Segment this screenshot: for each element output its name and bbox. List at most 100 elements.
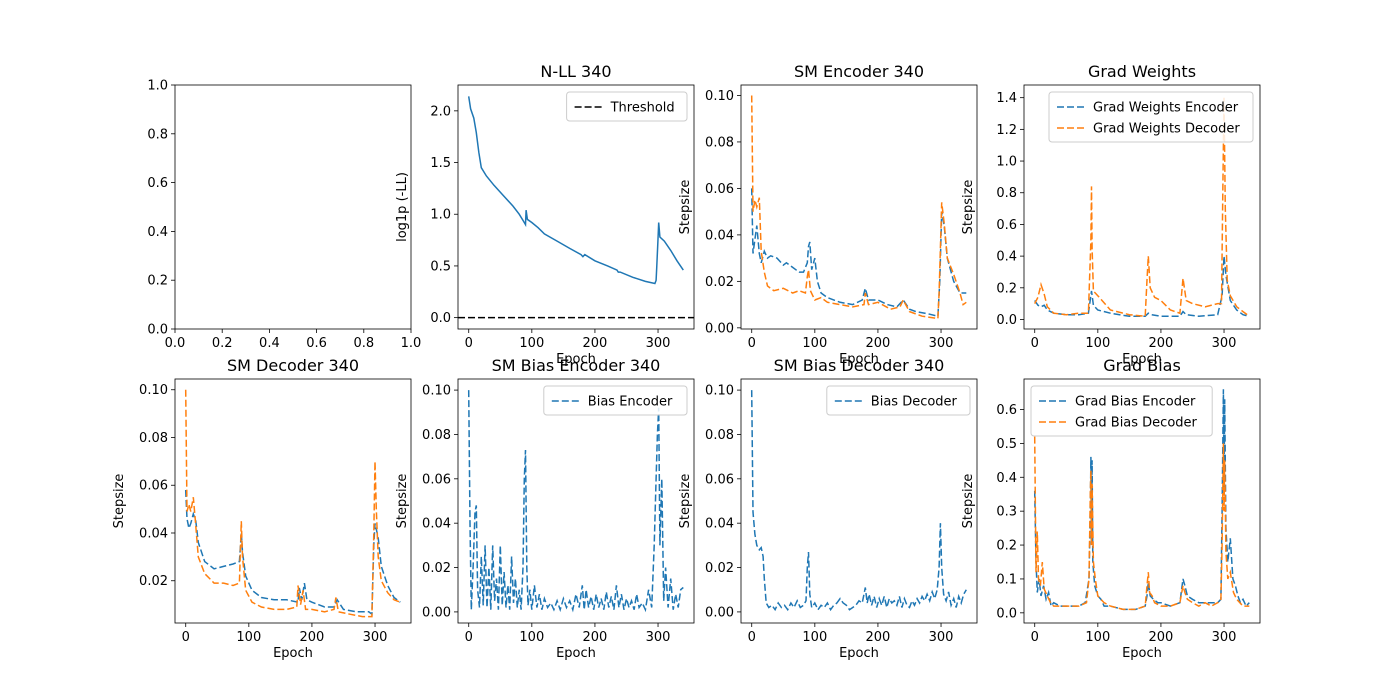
y-tick-label: 0.6	[996, 403, 1017, 418]
subplot-1: 0.0 0.2 0.4 0.6 0.8 1.0 0.0 0.2 0.4 0.6 0.8 1.0	[147, 79, 421, 352]
axes-frame	[457, 84, 695, 330]
y-tick-label: 0.0	[147, 323, 168, 338]
y-tick-label: 0.10	[139, 383, 168, 398]
y-tick-label: 0.3	[996, 505, 1017, 520]
x-axis-label: Epoch	[839, 646, 879, 661]
legend-box	[826, 385, 971, 416]
x-tick-label: 300	[1212, 630, 1237, 645]
y-tick-label: 0.04	[705, 517, 734, 532]
y-tick-label: 0.5	[430, 259, 451, 274]
legend-label: Grad Weights Decoder	[1093, 122, 1240, 137]
y-tick-label: 1.4	[996, 91, 1017, 106]
series-line-2	[1033, 436, 1250, 611]
x-tick-label: 0.0	[165, 336, 186, 351]
series-line-1	[1033, 389, 1250, 611]
y-tick-label: 1.0	[996, 155, 1017, 170]
legend-label: Grad Bias Encoder	[1075, 395, 1196, 410]
legend: Grad Weights Encoder Grad Weights Decoder	[1048, 91, 1254, 143]
series-line-1	[1034, 256, 1250, 318]
y-tick-label: 1.2	[996, 123, 1017, 138]
x-tick-label: 300	[929, 336, 954, 351]
series-line-2	[184, 389, 401, 618]
x-tick-label: 100	[519, 630, 544, 645]
y-axis-label: Stepsize	[112, 474, 127, 529]
subplot-8: 0 100 200 300 0.0 0.1 0.2 0.3 0.4 0.5 0.6 Grad Bias…	[961, 356, 1261, 661]
subplot-6: 0 100 200 300 0.00 0.02 0.04 0.06 0.08 0.10 SM Bia…	[395, 356, 695, 661]
y-tick-label: 0.10	[705, 384, 734, 399]
x-axis-label: Epoch	[556, 646, 596, 661]
x-tick-label: 300	[929, 630, 954, 645]
y-tick-label: 0.04	[705, 228, 734, 243]
x-tick-label: 0	[1031, 336, 1039, 351]
legend-label: Grad Weights Encoder	[1093, 101, 1239, 116]
subplot-title: N-LL 340	[540, 62, 611, 81]
x-tick-label: 300	[1212, 336, 1237, 351]
x-tick-label: 100	[236, 630, 261, 645]
series-line-1	[750, 390, 967, 612]
x-tick-label: 200	[1149, 336, 1174, 351]
x-axis-label: Epoch	[1122, 352, 1162, 367]
y-tick-label: 0.10	[422, 384, 451, 399]
y-tick-label: 0.02	[139, 574, 168, 589]
subplot-title: SM Bias Decoder 340	[774, 356, 945, 375]
x-tick-label: 200	[866, 630, 891, 645]
series-line-2	[750, 95, 967, 320]
axes-frame	[457, 378, 695, 624]
x-tick-label: 0	[1031, 630, 1039, 645]
y-tick-label: 0.0	[996, 313, 1017, 328]
legend-box	[543, 385, 688, 416]
x-tick-label: 200	[866, 336, 891, 351]
subplot-title: SM Bias Encoder 340	[492, 356, 661, 375]
y-tick-label: 0.02	[705, 561, 734, 576]
y-tick-label: 0.8	[996, 186, 1017, 201]
x-tick-label: 300	[646, 630, 671, 645]
y-tick-label: 0.04	[422, 517, 451, 532]
x-tick-label: 0.8	[353, 336, 374, 351]
y-tick-label: 0.4	[996, 250, 1017, 265]
x-tick-label: 200	[300, 630, 325, 645]
y-tick-label: 0.06	[705, 472, 734, 487]
subplot-3: 0 100 200 300 0.00 0.02 0.04 0.06 0.08 0.10 SM Enc…	[678, 62, 978, 367]
legend: Bias Encoder	[543, 385, 688, 416]
x-tick-label: 0	[465, 336, 473, 351]
x-tick-label: 0	[465, 630, 473, 645]
y-tick-label: 0.10	[705, 89, 734, 104]
x-tick-label: 0.4	[259, 336, 280, 351]
subplot-title: Grad Bias	[1103, 356, 1181, 375]
y-tick-label: 0.00	[422, 605, 451, 620]
subplot-7: 0 100 200 300 0.00 0.02 0.04 0.06 0.08 0.10 SM Bia…	[678, 356, 978, 661]
y-tick-label: 0.06	[139, 479, 168, 494]
y-tick-label: 0.02	[705, 275, 734, 290]
series-line-1	[184, 489, 401, 616]
series-line-1	[467, 390, 684, 613]
axes-frame	[740, 84, 978, 330]
axes-frame	[174, 84, 412, 330]
y-tick-label: 0.2	[996, 281, 1017, 296]
y-tick-label: 2.0	[430, 104, 451, 119]
axes-frame	[1023, 84, 1261, 330]
y-tick-label: 0.6	[996, 218, 1017, 233]
legend-label: Bias Encoder	[588, 395, 673, 410]
y-tick-label: 0.1	[996, 572, 1017, 587]
x-axis-label: Epoch	[839, 352, 879, 367]
y-axis-label: Stepsize	[961, 180, 976, 235]
x-tick-label: 1.0	[401, 336, 422, 351]
y-tick-label: 0.0	[996, 606, 1017, 621]
subplot-5: 0 100 200 300 0.02 0.04 0.06 0.08 0.10 SM Decoder…	[112, 356, 412, 661]
y-tick-label: 0.0	[430, 311, 451, 326]
y-tick-label: 0.4	[147, 225, 168, 240]
y-tick-label: 1.0	[147, 79, 168, 94]
y-tick-label: 0.8	[147, 127, 168, 142]
x-tick-label: 0	[748, 630, 756, 645]
y-tick-label: 0.2	[147, 274, 168, 289]
legend-label: Threshold	[610, 101, 675, 116]
x-tick-label: 100	[1085, 630, 1110, 645]
x-axis-label: Epoch	[556, 352, 596, 367]
x-tick-label: 200	[583, 630, 608, 645]
legend: Grad Bias Encoder Grad Bias Decoder	[1030, 385, 1213, 437]
y-tick-label: 1.5	[430, 156, 451, 171]
x-tick-label: 100	[519, 336, 544, 351]
y-tick-label: 0.4	[996, 471, 1017, 486]
legend-box	[1048, 91, 1254, 143]
